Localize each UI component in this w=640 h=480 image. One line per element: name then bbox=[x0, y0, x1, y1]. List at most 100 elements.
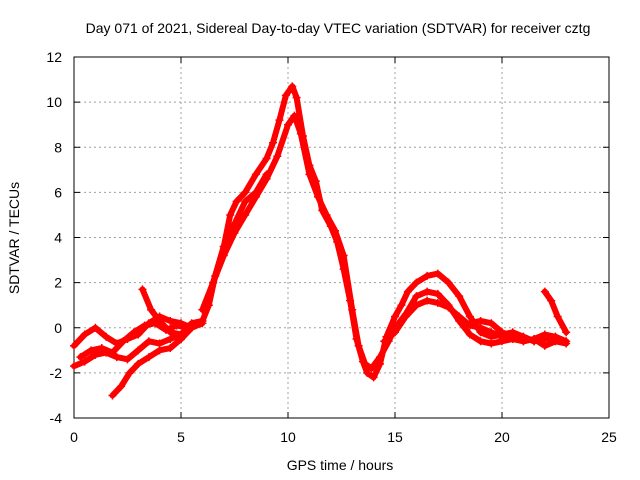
data-point-marker bbox=[80, 330, 89, 339]
data-point-marker bbox=[339, 251, 348, 260]
data-point-marker bbox=[397, 301, 406, 310]
data-point-marker bbox=[119, 337, 128, 346]
data-point-marker bbox=[177, 335, 185, 344]
data-point-marker bbox=[433, 289, 442, 298]
data-point-marker bbox=[401, 312, 410, 321]
data-point-marker bbox=[108, 348, 117, 357]
series-line bbox=[541, 288, 570, 336]
data-point-marker bbox=[219, 242, 228, 251]
y-axis-label: SDTVAR / TECUs bbox=[6, 182, 22, 294]
data-point-marker bbox=[134, 346, 143, 355]
data-point-marker bbox=[423, 271, 432, 280]
data-point-marker bbox=[198, 316, 207, 325]
series-line bbox=[199, 171, 270, 313]
data-point-marker bbox=[262, 170, 271, 179]
data-point-marker bbox=[166, 316, 175, 325]
data-point-marker bbox=[123, 355, 132, 364]
data-point-marker bbox=[262, 154, 271, 163]
data-point-marker bbox=[241, 210, 250, 219]
data-point-marker bbox=[187, 323, 196, 332]
data-point-marker bbox=[465, 319, 474, 328]
series-track-8 bbox=[198, 170, 271, 314]
data-point-marker bbox=[198, 305, 207, 314]
x-tick-label: 25 bbox=[601, 429, 617, 445]
data-point-marker bbox=[465, 330, 474, 339]
data-point-marker bbox=[412, 301, 421, 310]
data-point-marker bbox=[540, 287, 549, 296]
data-point-marker bbox=[117, 382, 126, 391]
data-point-marker bbox=[498, 328, 506, 337]
x-axis-label: GPS time / hours bbox=[287, 457, 394, 473]
data-point-marker bbox=[455, 312, 464, 321]
data-point-marker bbox=[129, 328, 138, 337]
data-point-marker bbox=[290, 111, 299, 120]
y-tick-label: 12 bbox=[46, 49, 62, 65]
y-tick-label: 8 bbox=[54, 139, 62, 155]
data-point-marker bbox=[391, 328, 399, 337]
data-point-marker bbox=[296, 129, 305, 138]
data-point-marker bbox=[134, 359, 143, 368]
data-point-marker bbox=[361, 359, 370, 368]
data-point-marker bbox=[363, 368, 372, 377]
data-point-marker bbox=[232, 197, 241, 206]
data-point-marker bbox=[433, 298, 442, 307]
x-tick-label: 5 bbox=[177, 429, 185, 445]
data-point-marker bbox=[380, 337, 389, 346]
data-point-marker bbox=[444, 278, 453, 287]
y-tick-label: 0 bbox=[54, 320, 62, 336]
data-point-marker bbox=[147, 305, 156, 314]
y-tick-label: 6 bbox=[54, 184, 62, 200]
x-tick-label: 10 bbox=[280, 429, 296, 445]
data-point-marker bbox=[455, 292, 464, 301]
data-point-marker bbox=[444, 303, 453, 312]
data-point-marker bbox=[140, 321, 149, 330]
data-point-marker bbox=[91, 323, 100, 332]
data-point-marker bbox=[391, 312, 399, 321]
data-point-marker bbox=[284, 120, 292, 129]
y-tick-label: 4 bbox=[54, 230, 62, 246]
data-point-marker bbox=[322, 210, 331, 219]
data-point-marker bbox=[547, 296, 556, 305]
data-point-marker bbox=[476, 316, 485, 325]
data-point-marker bbox=[551, 337, 560, 346]
series-line bbox=[466, 318, 570, 349]
data-point-marker bbox=[108, 391, 117, 400]
x-tick-label: 15 bbox=[387, 429, 403, 445]
data-point-marker bbox=[354, 341, 363, 350]
series-track-4 bbox=[108, 335, 185, 400]
data-point-marker bbox=[465, 312, 474, 321]
data-point-marker bbox=[281, 91, 290, 100]
data-point-marker bbox=[144, 337, 153, 346]
data-point-marker bbox=[530, 335, 539, 344]
x-tick-label: 0 bbox=[70, 429, 78, 445]
data-point-marker bbox=[348, 305, 357, 314]
data-point-marker bbox=[155, 316, 164, 325]
data-point-marker bbox=[226, 210, 235, 219]
data-point-marker bbox=[476, 337, 485, 346]
data-point-marker bbox=[144, 353, 153, 362]
data-point-marker bbox=[269, 138, 278, 147]
data-point-marker bbox=[102, 332, 111, 341]
chart-title: Day 071 of 2021, Sidereal Day-to-day VTE… bbox=[86, 20, 591, 36]
data-point-marker bbox=[80, 357, 89, 366]
data-point-marker bbox=[288, 82, 297, 91]
data-point-marker bbox=[166, 344, 175, 353]
data-point-marker bbox=[241, 188, 250, 197]
axes-layer: 0 5 10 15 20 25 -4 -2 0 2 4 6 8 10 12 bbox=[46, 49, 617, 445]
data-point-marker bbox=[519, 337, 528, 346]
series-track-10 bbox=[465, 316, 571, 350]
data-point-marker bbox=[230, 219, 239, 228]
data-point-marker bbox=[508, 332, 517, 341]
data-point-marker bbox=[313, 192, 322, 201]
data-point-marker bbox=[251, 188, 260, 197]
series-line bbox=[210, 112, 548, 372]
data-point-marker bbox=[155, 346, 164, 355]
data-point-marker bbox=[487, 319, 496, 328]
data-point-marker bbox=[166, 328, 175, 337]
data-point-marker bbox=[292, 93, 301, 102]
data-point-marker bbox=[166, 335, 175, 344]
data-point-marker bbox=[562, 339, 571, 348]
data-point-marker bbox=[412, 292, 421, 301]
data-point-marker bbox=[273, 152, 282, 161]
data-point-marker bbox=[155, 339, 164, 348]
